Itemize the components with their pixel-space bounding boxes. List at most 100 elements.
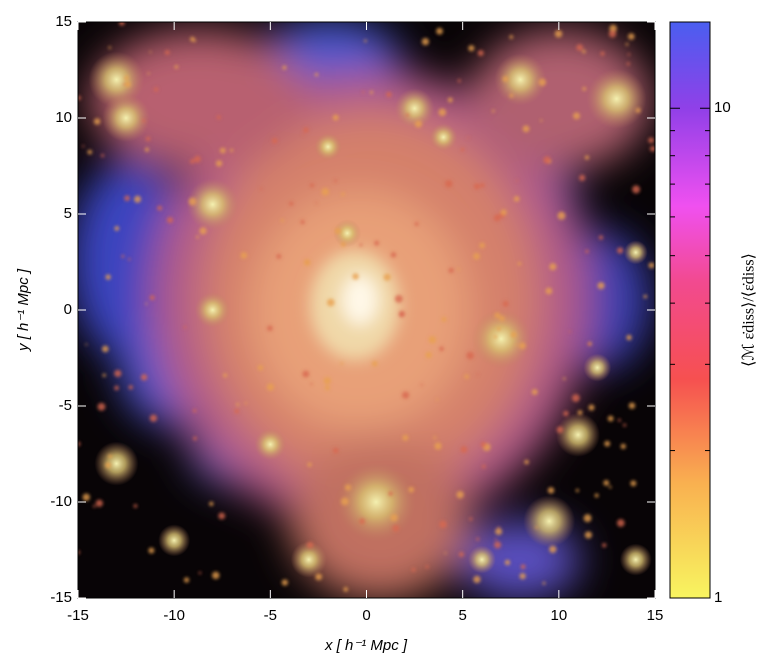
halo [467, 545, 496, 574]
dot [166, 216, 174, 224]
dot [219, 147, 226, 154]
dot [649, 145, 655, 152]
dot [520, 564, 526, 570]
dot [390, 252, 397, 258]
dot [625, 42, 629, 46]
dot [85, 343, 88, 346]
dot [494, 312, 501, 319]
dot [476, 537, 480, 541]
dot [414, 120, 423, 128]
dot [597, 282, 605, 290]
dot [468, 45, 475, 52]
dot [199, 227, 207, 235]
dot [547, 487, 555, 494]
dot [323, 377, 331, 385]
dot [425, 565, 429, 569]
y-tick-label: 0 [64, 301, 72, 318]
dot [476, 373, 479, 376]
dot [457, 267, 460, 271]
dot [496, 326, 501, 331]
halo [290, 541, 327, 578]
dot [78, 441, 81, 447]
dot [359, 518, 366, 525]
x-tick-label: 0 [362, 607, 370, 624]
dot [425, 351, 432, 359]
dot [282, 65, 287, 70]
dot [433, 436, 437, 440]
dot [119, 22, 125, 26]
dot [436, 398, 439, 401]
dot [510, 331, 517, 338]
dot [164, 50, 170, 56]
dot [568, 330, 571, 333]
dot [458, 551, 464, 557]
dot [428, 335, 437, 344]
colorbar-tick-label: 1 [714, 589, 722, 606]
dot [145, 302, 148, 305]
dot [493, 335, 498, 339]
dot [420, 383, 423, 386]
dot [502, 76, 509, 83]
dot [556, 426, 564, 434]
dot [315, 202, 318, 205]
dot [257, 365, 264, 371]
dot [93, 504, 96, 508]
dot [499, 315, 505, 322]
dot [310, 382, 313, 386]
dot [388, 491, 393, 496]
dot [587, 342, 591, 346]
dot [314, 72, 319, 77]
y-tick-label: 10 [55, 109, 72, 126]
dot [632, 185, 641, 194]
dot [494, 538, 497, 541]
dot [466, 351, 475, 360]
y-tick-label: -15 [50, 589, 72, 606]
dot [352, 273, 359, 280]
dot [616, 519, 625, 527]
dot [174, 65, 179, 69]
halo [471, 308, 532, 369]
dot [114, 385, 119, 391]
dot [607, 415, 614, 422]
dot [579, 174, 586, 181]
x-tick-label: 15 [647, 607, 664, 624]
halo [254, 428, 287, 461]
dot [408, 486, 415, 493]
dot [271, 137, 278, 144]
dot [394, 294, 403, 303]
dot [267, 325, 273, 332]
x-tick-label: -5 [264, 607, 277, 624]
dot [519, 572, 526, 580]
dot [97, 402, 106, 411]
dot [87, 149, 93, 155]
dot [114, 369, 122, 378]
dot [183, 577, 190, 583]
dot [539, 119, 543, 122]
dot [196, 235, 199, 239]
dot [584, 531, 593, 539]
halo [158, 524, 191, 557]
dot [309, 183, 315, 188]
dot [343, 587, 349, 592]
dot [240, 252, 248, 259]
dot [142, 119, 146, 123]
dot [549, 263, 557, 271]
dot [588, 404, 595, 411]
dot [582, 49, 586, 54]
y-axis-label: y [ h⁻¹ Mpc ] [15, 268, 32, 352]
dot [627, 33, 635, 40]
dot [341, 192, 345, 196]
dot [481, 464, 486, 469]
dot [473, 575, 481, 584]
dot [491, 109, 495, 113]
dot [192, 409, 197, 413]
dot [193, 436, 197, 441]
dot [218, 512, 226, 520]
dot [302, 370, 310, 378]
dot [479, 242, 485, 249]
dot [93, 118, 101, 125]
colorbar [669, 21, 711, 599]
dot [300, 219, 305, 225]
dot [340, 497, 349, 506]
dot [439, 346, 444, 352]
